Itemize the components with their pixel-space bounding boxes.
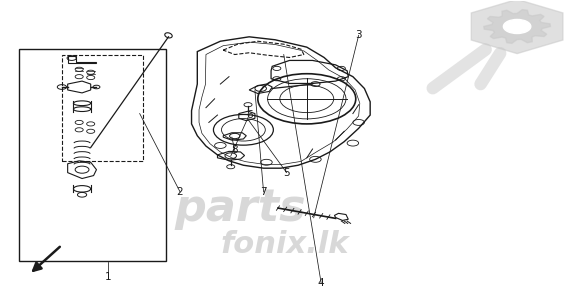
Text: 1: 1: [105, 272, 111, 283]
Text: parts: parts: [174, 187, 306, 229]
Text: 8: 8: [232, 145, 238, 156]
Text: 3: 3: [356, 30, 362, 40]
Text: 6: 6: [246, 110, 252, 120]
Text: 7: 7: [260, 187, 267, 197]
Bar: [19, 49, 166, 261]
Text: 5: 5: [283, 167, 290, 178]
Text: 4: 4: [318, 278, 324, 288]
Text: 2: 2: [177, 187, 184, 197]
Bar: [62, 55, 142, 161]
Circle shape: [503, 19, 531, 33]
Polygon shape: [471, 0, 563, 54]
Text: fonix.lk: fonix.lk: [221, 230, 349, 260]
Polygon shape: [484, 10, 551, 43]
